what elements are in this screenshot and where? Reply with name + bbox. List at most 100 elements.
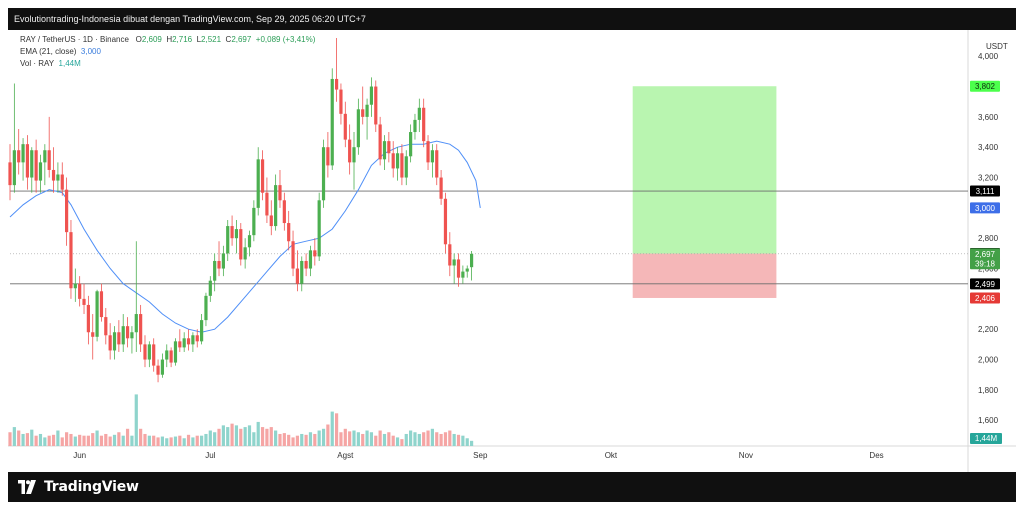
- candle-body[interactable]: [369, 86, 374, 105]
- candle-body[interactable]: [134, 314, 138, 333]
- candle-body[interactable]: [99, 291, 104, 318]
- candle-body[interactable]: [443, 198, 448, 245]
- candle-body[interactable]: [260, 159, 265, 193]
- candle-body[interactable]: [38, 162, 43, 181]
- candle-body[interactable]: [91, 332, 95, 337]
- candle-body[interactable]: [139, 314, 143, 345]
- candle-body[interactable]: [300, 260, 304, 284]
- candle-body[interactable]: [282, 200, 286, 224]
- candle-body[interactable]: [160, 359, 165, 375]
- candle-body[interactable]: [226, 226, 230, 254]
- candle-body[interactable]: [65, 189, 69, 233]
- candle-body[interactable]: [125, 326, 130, 339]
- candle-body[interactable]: [143, 344, 147, 360]
- candle-body[interactable]: [169, 350, 173, 363]
- candle-body[interactable]: [104, 317, 108, 336]
- candle-body[interactable]: [274, 185, 278, 227]
- candle-body[interactable]: [382, 141, 387, 160]
- candle-body[interactable]: [243, 247, 247, 260]
- price-label-tag[interactable]: [970, 258, 1000, 270]
- candle-body[interactable]: [30, 150, 34, 178]
- candle-body[interactable]: [21, 144, 25, 163]
- candle-body[interactable]: [221, 253, 225, 269]
- candle-body[interactable]: [417, 107, 421, 120]
- candle-body[interactable]: [409, 132, 413, 157]
- candle-body[interactable]: [208, 280, 212, 296]
- legend-ema[interactable]: EMA (21, close) 3,000: [20, 47, 101, 56]
- candle-body[interactable]: [217, 260, 221, 269]
- candle-body[interactable]: [173, 341, 178, 363]
- candle-body[interactable]: [313, 250, 317, 257]
- candle-body[interactable]: [186, 338, 191, 345]
- candle-body[interactable]: [34, 150, 38, 181]
- price-label-tag[interactable]: [970, 202, 1000, 214]
- candle-body[interactable]: [117, 332, 121, 345]
- candle-body[interactable]: [86, 304, 90, 333]
- take-profit-zone[interactable]: [632, 86, 777, 254]
- candle-body[interactable]: [230, 226, 234, 239]
- candle-body[interactable]: [178, 341, 182, 348]
- candle-body[interactable]: [130, 332, 134, 339]
- candle-body[interactable]: [426, 141, 430, 163]
- candle-body[interactable]: [95, 291, 99, 337]
- candle-body[interactable]: [395, 153, 400, 169]
- candle-body[interactable]: [339, 89, 343, 114]
- candle-body[interactable]: [448, 244, 452, 266]
- candle-body[interactable]: [461, 271, 465, 278]
- candle-body[interactable]: [25, 144, 30, 178]
- candle-body[interactable]: [439, 177, 443, 199]
- candle-body[interactable]: [469, 253, 474, 268]
- candle-body[interactable]: [291, 241, 295, 269]
- candle-body[interactable]: [365, 104, 369, 117]
- candle-body[interactable]: [60, 174, 64, 190]
- candle-body[interactable]: [112, 332, 117, 351]
- candle-body[interactable]: [213, 260, 217, 281]
- price-label-tag[interactable]: [970, 278, 1000, 290]
- price-label-tag[interactable]: [970, 185, 1000, 197]
- candle-body[interactable]: [308, 250, 313, 269]
- candle-body[interactable]: [121, 326, 125, 345]
- price-label-tag[interactable]: [970, 292, 1000, 304]
- candle-body[interactable]: [152, 344, 156, 366]
- candle-body[interactable]: [147, 344, 151, 360]
- candle-body[interactable]: [43, 150, 47, 163]
- stop-loss-zone[interactable]: [632, 253, 777, 298]
- candle-body[interactable]: [47, 150, 51, 170]
- candle-body[interactable]: [278, 185, 282, 201]
- candle-body[interactable]: [82, 298, 86, 305]
- candle-body[interactable]: [252, 207, 256, 236]
- candle-body[interactable]: [73, 283, 77, 289]
- candle-body[interactable]: [413, 119, 417, 133]
- candle-body[interactable]: [361, 109, 365, 117]
- candle-body[interactable]: [234, 229, 239, 239]
- candle-body[interactable]: [108, 335, 112, 351]
- candle-body[interactable]: [387, 141, 391, 154]
- candle-body[interactable]: [330, 78, 334, 166]
- candle-body[interactable]: [195, 335, 199, 342]
- candle-body[interactable]: [465, 268, 469, 272]
- candle-body[interactable]: [435, 150, 439, 178]
- candle-body[interactable]: [200, 320, 204, 342]
- candle-body[interactable]: [269, 215, 273, 227]
- candle-body[interactable]: [456, 259, 461, 278]
- candle-body[interactable]: [17, 150, 21, 163]
- candle-body[interactable]: [56, 174, 60, 181]
- candle-body[interactable]: [452, 259, 456, 266]
- candle-body[interactable]: [326, 147, 330, 166]
- candle-body[interactable]: [156, 365, 160, 375]
- candle-body[interactable]: [239, 229, 243, 260]
- ema-line[interactable]: [9, 140, 481, 333]
- candle-body[interactable]: [51, 169, 56, 181]
- candle-body[interactable]: [356, 109, 360, 148]
- candle-body[interactable]: [204, 295, 208, 321]
- candle-body[interactable]: [69, 232, 73, 289]
- candle-body[interactable]: [78, 283, 82, 299]
- candle-body[interactable]: [295, 268, 299, 284]
- candle-body[interactable]: [343, 113, 347, 140]
- candle-body[interactable]: [256, 159, 260, 208]
- chart-svg[interactable]: USDT4,0003,8003,6003,4003,2003,0002,8002…: [8, 8, 1016, 502]
- legend-volume[interactable]: Vol · RAY 1,44M: [20, 59, 81, 68]
- price-label-tag[interactable]: [970, 80, 1000, 92]
- candle-body[interactable]: [8, 162, 12, 186]
- candle-body[interactable]: [165, 350, 169, 360]
